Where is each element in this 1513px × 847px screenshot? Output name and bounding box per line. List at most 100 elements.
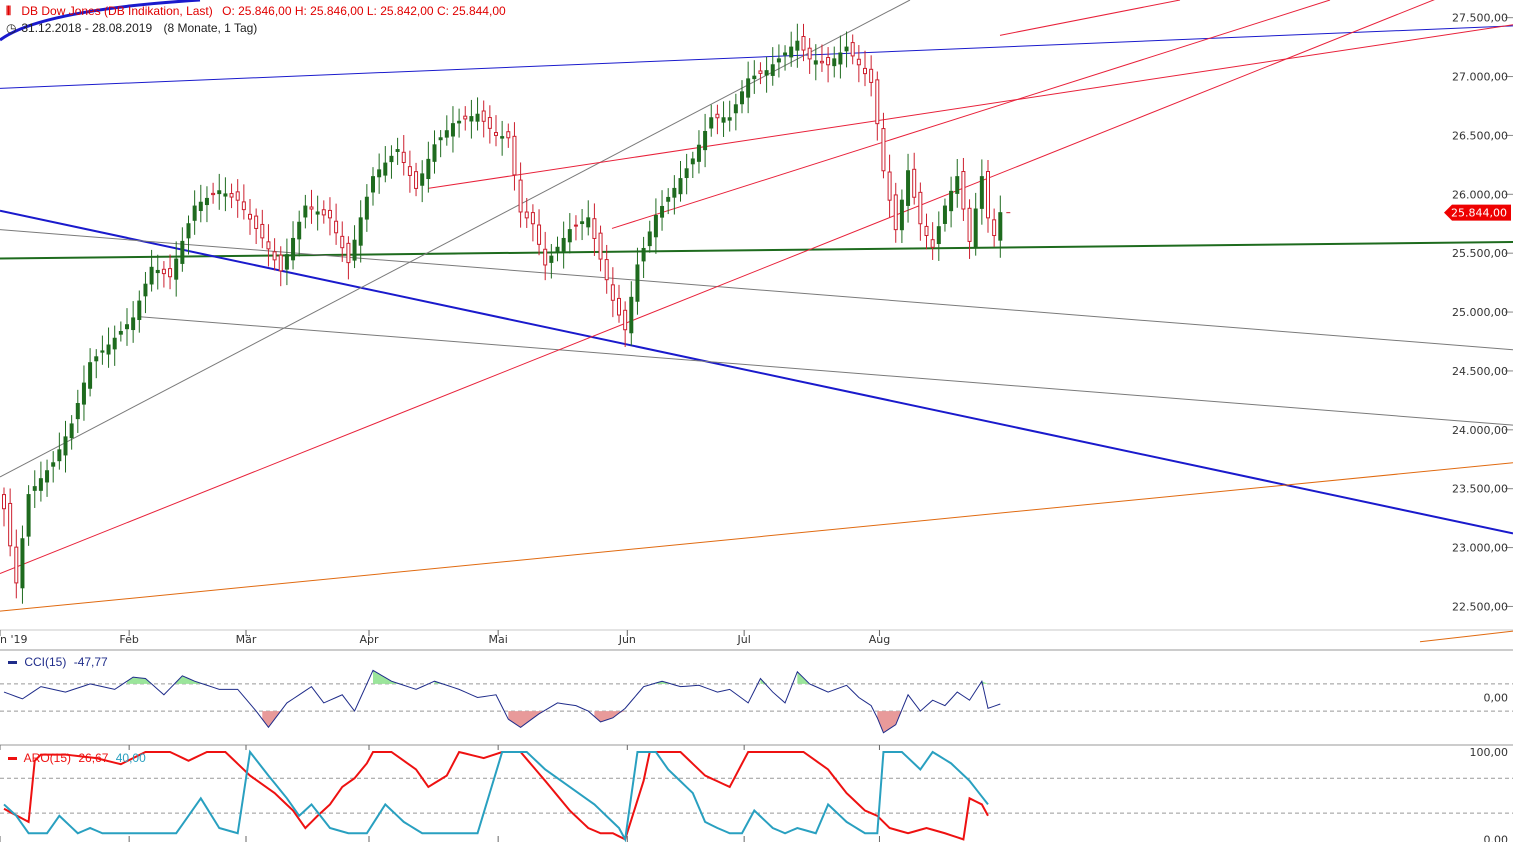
candle [266,224,271,267]
chart-header-line2: ◷ 31.12.2018 - 28.08.2019 (8 Monate, 1 T… [6,21,257,35]
candle [758,62,763,85]
x-tick-label: Apr [359,633,379,646]
candles-icon: ⫴ [6,4,12,18]
aroon-header[interactable]: ARO(15) 26,67 40,00 [8,751,146,765]
candle-body [973,208,978,248]
y-tick-label: 23.500,00 [1452,483,1508,496]
candle [450,106,455,153]
aroon-up-value: 26,67 [78,751,109,765]
candle [32,470,37,508]
candle [327,197,332,236]
candle-body [414,171,419,189]
candle-body [2,494,6,510]
aroon-color-swatch [8,757,17,761]
candle [211,182,216,204]
aroon-label: ARO(15) [23,751,72,765]
candle-body [653,214,658,238]
candle-body [364,196,369,220]
candle-body [63,436,68,456]
candle-body [346,242,351,264]
candle [371,167,375,206]
candle [832,46,837,78]
candle-body [266,241,271,250]
candle-body [635,264,640,302]
candle-body [949,190,954,212]
candle-body [481,110,486,122]
candle-body [69,423,74,439]
candle-body [992,219,997,237]
candle [143,271,148,314]
candle [14,529,19,599]
candle [260,209,265,249]
candle [746,61,751,114]
candle [45,459,50,497]
trend-line-blue-upper-thin [0,25,1513,89]
candle-body [875,79,880,125]
candle-body [942,205,947,224]
candle [573,215,578,241]
candle-body [998,212,1003,241]
candle-body [45,470,50,483]
candle [555,236,560,262]
candle-body [924,225,929,237]
candle [961,157,966,221]
aroon-y-label: 0,00 [1484,833,1509,842]
candle [137,290,142,333]
candle-body [580,221,585,225]
candle [321,200,326,224]
date-range[interactable]: 31.12.2018 - 28.08.2019 [21,21,153,35]
ohlc-values: O: 25.846,00 H: 25.846,00 L: 25.842,00 C… [222,4,506,18]
instrument-name[interactable]: DB Dow Jones (DB Indikation, Last) [21,4,213,18]
candle [647,220,652,253]
trend-line-support-green [0,240,1513,260]
candle-body [573,224,578,227]
candle [567,213,572,254]
cci-header[interactable]: CCI(15) -47,77 [8,655,108,669]
candle-body [506,131,511,139]
candle-body [327,209,332,219]
candle-body [641,247,646,262]
candle-body [629,296,634,334]
y-tick-label: 24.500,00 [1452,365,1508,378]
candle-body [512,135,517,176]
candle-body [703,130,708,151]
candle-body [487,117,492,129]
candle [635,247,640,315]
candle-body [807,47,812,60]
candle-body [186,223,191,239]
candle-body [672,187,677,198]
candle [506,123,511,148]
candle [844,31,849,68]
candle [690,151,695,179]
candle-body [660,205,665,218]
candle-body [20,538,25,589]
candle-body [727,117,732,121]
candle-body [8,502,13,547]
candle [475,97,480,131]
candle [942,198,947,232]
candle-body [235,191,240,201]
candle-body [272,251,277,261]
candle [26,485,31,546]
trend-line-red-steep-top [999,0,1181,36]
candle [598,225,603,272]
candle [795,23,800,68]
candle-body [57,449,62,462]
candle [973,192,978,256]
candle-body [407,166,412,176]
candle-body [118,330,123,335]
candle [733,93,738,131]
candle-body [961,171,966,210]
candle-body [94,356,99,362]
candle [549,244,554,279]
candle [610,267,615,318]
candle-body [549,255,554,263]
candle-body [740,91,744,105]
candle-body [106,344,111,355]
candle-body [297,221,302,240]
candle [986,159,990,233]
trend-line-blue-downtrend-thick [0,209,1513,535]
candle-body [180,240,185,264]
chart-header-line1: ⫴ DB Dow Jones (DB Indikation, Last) O: … [6,4,506,19]
candle [875,71,880,141]
